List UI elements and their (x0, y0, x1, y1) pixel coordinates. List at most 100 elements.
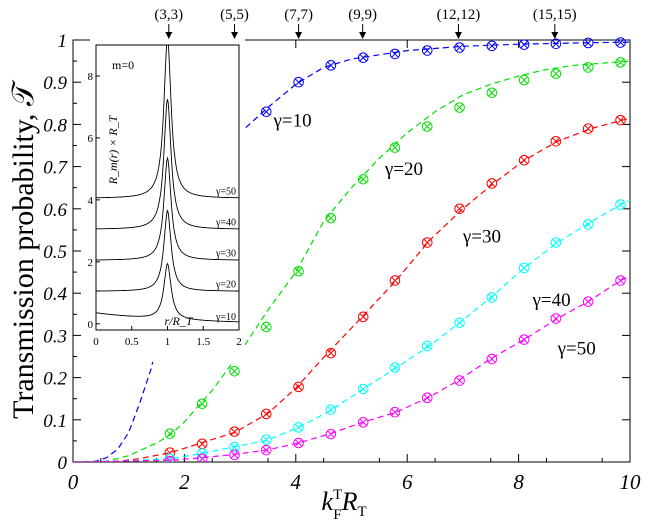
series-3-point (196, 438, 208, 450)
inset-x-tick-label: 2 (236, 336, 242, 348)
y-tick-label: 0 (58, 453, 68, 474)
series-2-point (357, 173, 369, 185)
series-2-point (293, 265, 304, 277)
series-3-point (229, 426, 240, 437)
series-1-point (518, 39, 530, 50)
series-1-point (615, 37, 626, 48)
x-tick-label: 10 (620, 470, 642, 494)
series-5-point (615, 275, 626, 286)
series-2-point (615, 57, 626, 68)
series-3-point (325, 347, 337, 359)
top-marker-arrowhead (295, 32, 303, 39)
inset-y-label: R_m(r) × R_T (106, 114, 120, 185)
y-tick-label: 0.2 (43, 369, 67, 390)
top-marker-arrowhead (231, 32, 239, 39)
x-tick-label: 2 (179, 470, 190, 494)
series-5-point (582, 296, 594, 307)
series-label-1: γ=10 (273, 111, 312, 132)
inset-curve-3 (96, 156, 239, 261)
top-marker-label: (5,5) (220, 7, 249, 23)
series-4-point (550, 237, 562, 248)
inset-annotation: m=0 (112, 58, 134, 72)
y-tick-label: 0.8 (43, 115, 67, 136)
series-label-3: γ=30 (462, 227, 501, 248)
top-marker-label: (12,12) (437, 7, 481, 23)
series-1-point (389, 48, 401, 60)
y-tick-label: 0.4 (43, 284, 67, 305)
series-4-point (486, 292, 498, 303)
series-4-point (582, 219, 594, 230)
series-4-point (325, 404, 337, 415)
inset-x-tick-label: 0.5 (125, 336, 139, 348)
series-3-point (454, 203, 465, 215)
series-4-point (260, 434, 272, 445)
top-marker-label: (9,9) (348, 7, 377, 23)
series-2-point (582, 62, 594, 73)
series-1-point (357, 52, 369, 64)
main-plot-curves (73, 37, 630, 462)
series-2-point (389, 142, 401, 153)
y-tick-label: 1 (58, 31, 68, 52)
series-label-4: γ=40 (532, 290, 571, 311)
series-3-point (518, 154, 530, 166)
inset-curve-label-3: γ=30 (215, 248, 236, 259)
top-marker-label: (15,15) (533, 7, 577, 23)
main-plot-frame: 0 2 4 6 8 1000.10.20.30.40.50.60.70.80.91Tran… (7, 7, 641, 523)
series-5-point (486, 353, 498, 365)
top-marker-arrowhead (165, 32, 173, 39)
series-1-point (486, 40, 498, 52)
y-tick-label: 0.6 (43, 200, 67, 221)
series-5-point (357, 417, 369, 428)
top-marker-arrowhead (454, 32, 462, 39)
series-label-5: γ=50 (557, 338, 596, 359)
series-curve-4 (73, 199, 630, 462)
series-1-point (293, 76, 304, 88)
inset-y-tick-label: 8 (88, 71, 94, 83)
series-4-point (293, 422, 304, 433)
series-3-point (550, 135, 562, 147)
series-1-point (454, 42, 465, 53)
series-1-point (421, 45, 433, 56)
series-5-point (518, 334, 530, 345)
inset-x-tick-label: 0 (93, 336, 99, 348)
series-3-point (389, 275, 401, 286)
series-4-point (357, 383, 369, 395)
x-axis-label: kT FRT (322, 487, 367, 523)
series-curve-5 (73, 275, 630, 462)
inset-curve-4 (96, 99, 239, 230)
inset-y-tick-label: 0 (88, 319, 94, 331)
series-5-point (550, 313, 562, 324)
series-2-point (196, 398, 208, 410)
inset-curve-5 (96, 45, 239, 199)
series-4-point (389, 362, 401, 373)
x-tick-label: 0 (68, 470, 79, 494)
series-curve-2 (73, 60, 630, 462)
series-5-point (196, 453, 208, 462)
series-4-point (615, 199, 626, 210)
series-2-point (325, 212, 337, 224)
top-marker-label: (7,7) (284, 7, 313, 23)
y-axis-label: Transmission probability, 𝒯 (7, 79, 40, 419)
series-1-point (550, 38, 562, 50)
series-2-point (518, 74, 530, 86)
top-marker-label: (3,3) (154, 7, 183, 23)
series-3-point (164, 447, 176, 459)
series-5-point (293, 437, 304, 449)
top-marker-arrowhead (551, 32, 559, 39)
inset-x-tick-label: 1 (165, 336, 171, 348)
y-tick-label: 0.7 (43, 158, 68, 179)
series-2-point (164, 428, 176, 440)
series-4-point (454, 317, 465, 329)
series-5-point (421, 392, 433, 404)
inset-curve-label-2: γ=20 (215, 279, 236, 290)
x-tick-label: 4 (291, 470, 302, 494)
inset-x-label: r/R_T (165, 314, 194, 328)
series-2-point (229, 365, 240, 377)
inset-curve-1 (96, 262, 239, 323)
inset-x-tick-label: 1.5 (196, 336, 210, 348)
inset-background (90, 39, 245, 362)
series-5-point (229, 449, 240, 461)
inset-plot: 0 0.5 1 1.5 2 0 2 4 6 8 m=0 R_m(r) × R_T r/R_T γ=10 γ=… (88, 39, 245, 362)
series-5-point (260, 444, 272, 456)
series-5-point (164, 455, 176, 462)
